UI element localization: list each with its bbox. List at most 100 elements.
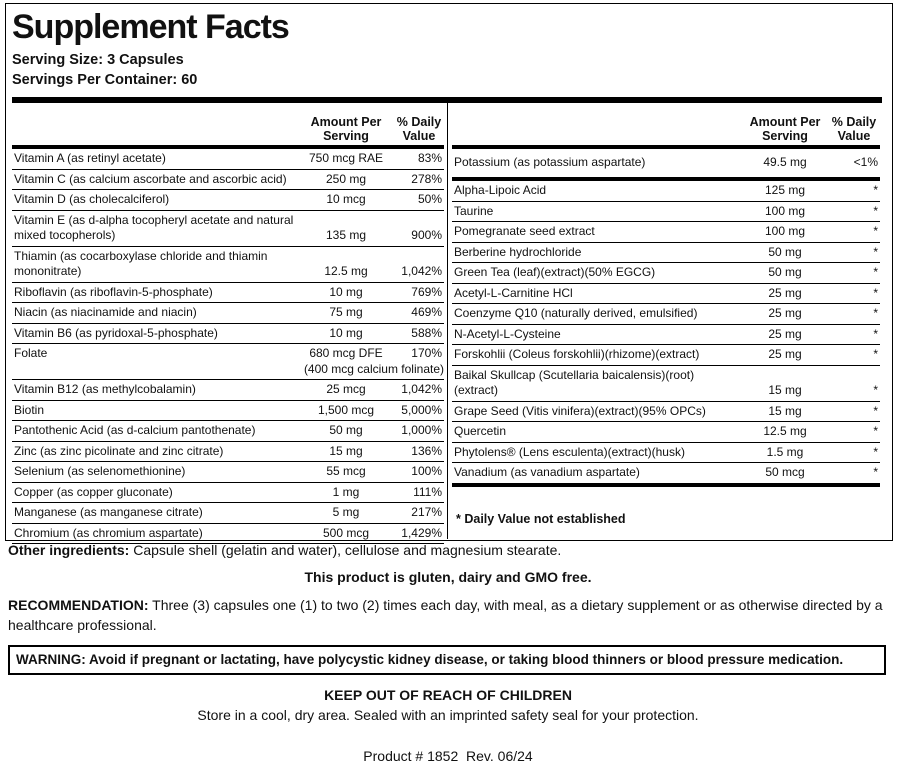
amount: 50 mg [742,262,828,284]
nutrient-name: Pomegranate seed extract [452,221,742,243]
amount-text: 25 mg [768,306,802,320]
text: Capsule shell (gelatin and water), cellu… [133,542,562,558]
daily-value: 83% [394,147,444,170]
daily-value: 469% [394,302,444,324]
amount: 1 mg [298,482,394,503]
daily-value: <1% [828,147,880,181]
amount: 100 mg [742,221,828,243]
amount-text: 12.5 mg [324,264,368,278]
daily-value: * [828,365,880,402]
header-cell: % Daily Value [828,103,880,149]
amount-text: 25 mg [768,285,802,300]
nutrient-name: Manganese (as manganese citrate) [12,502,298,524]
amount-text: 15 mg [768,403,802,418]
row: Baikal Skullcap (Scutellaria baicalensis… [452,365,880,402]
amount-text: 1.5 mg [766,444,804,459]
nutrient-name: Thiamin (as cocarboxylase chloride and t… [12,246,298,283]
nutrient-name: Baikal Skullcap (Scutellaria baicalensis… [452,365,742,402]
nutrient-name: Grape Seed (Vitis vinifera)(extract)(95%… [452,401,742,422]
row: Niacin (as niacinamide and niacin) 75 mg 4… [12,302,444,324]
nutrient-name: N-Acetyl-L-Cysteine [452,324,742,345]
header-cell: % Daily Value [394,103,444,149]
nutrient-name: Vitamin A (as retinyl acetate) [12,147,298,170]
amount-text: 135 mg [325,228,367,242]
daily-value: 588% [394,323,444,344]
amount: 50 mcg [742,462,828,487]
amount-text: 5 mg [332,505,360,519]
row: Vitamin B12 (as methylcobalamin) 25 mcg 1,… [12,379,444,401]
header-cell [452,103,742,149]
row: Phytolens® (Lens esculenta)(extract)(hus… [452,442,880,463]
amount: 75 mg [298,302,394,324]
amount: 125 mg [742,179,828,202]
row: Alpha-Lipoic Acid 125 mg * [452,179,880,202]
recommendation: RECOMMENDATION: Three (3) capsules one (… [8,595,888,635]
daily-value: 900% [394,210,444,247]
amount-text: 125 mg [764,183,806,197]
amount: 25 mg [742,303,828,325]
nutrient-name: Niacin (as niacinamide and niacin) [12,302,298,324]
amount: 250 mg [298,169,394,190]
nutrient-name: Forskohlii (Coleus forskohlii)(rhizome)(… [452,344,742,366]
row: Berberine hydrochloride 50 mg * [452,242,880,263]
amount-text: 12.5 mg [763,424,807,438]
title: Supplement Facts [12,8,290,46]
nutrient-name: Potassium (as potassium aspartate) [452,147,742,181]
amount: 680 mcg DFE (400 mcg calcium folinate) [298,343,444,380]
amount: 10 mg [298,282,394,303]
row: Pomegranate seed extract 100 mg * [452,221,880,243]
row: Vitamin D (as cholecalciferol) 10 mcg 50% [12,189,444,211]
nutrient-name: Berberine hydrochloride [452,242,742,263]
nutrient-name: Quercetin [452,421,742,443]
amount: 15 mg [742,401,828,422]
header-row: Amount Per Serving% Daily Value [12,103,444,149]
row: Pantothenic Acid (as d-calcium pantothen… [12,420,444,442]
storage: Store in a cool, dry area. Sealed with a… [197,707,699,723]
daily-value: 217% [394,502,444,524]
amount: 5 mg [298,502,394,524]
servings-per-container: Servings Per Container: 60 [12,72,198,88]
divider-bar [12,97,882,103]
amount-text: 15 mg [329,443,363,458]
facts-panel [5,3,893,541]
nutrient-name: Alpha-Lipoic Acid [452,179,742,202]
row: Vitamin C (as calcium ascorbate and asco… [12,169,444,190]
amount: 10 mg [298,323,394,344]
nutrient-name: Zinc (as zinc picolinate and zinc citrat… [12,441,298,462]
daily-value: * [828,324,880,345]
amount-text: 55 mcg [326,464,366,478]
amount-text: 49.5 mg [763,155,807,170]
amount: 100 mg [742,201,828,222]
daily-value: * [828,401,880,422]
amount-text: 50 mcg [765,465,805,479]
column-divider [447,103,448,539]
amount-note: (400 mcg calcium folinate) [303,361,444,376]
daily-value: 136% [394,441,444,462]
row: Copper (as copper gluconate) 1 mg 111% [12,482,444,503]
nutrient-name: Vitamin B12 (as methylcobalamin) [12,379,298,401]
amount: 49.5 mg [742,147,828,181]
amount: 25 mg [742,283,828,304]
amount: 10 mcg [298,189,394,211]
row: Vitamin B6 (as pyridoxal-5-phosphate) 10 … [12,323,444,344]
nutrient-name: Green Tea (leaf)(extract)(50% EGCG) [452,262,742,284]
amount-text: 75 mg [329,305,363,319]
nutrient-name: Vitamin D (as cholecalciferol) [12,189,298,211]
daily-value: * [828,262,880,284]
amount: 55 mcg [298,461,394,483]
daily-value: 5,000% [394,400,444,421]
daily-value: 100% [394,461,444,483]
daily-value: * [828,221,880,243]
left-table: Amount Per Serving% Daily Value Vitamin A… [12,103,444,544]
right-table: Amount Per Serving% Daily Value Potassium… [452,103,880,487]
header-cell [12,103,298,149]
nutrient-name: Vitamin C (as calcium ascorbate and asco… [12,169,298,190]
row: Potassium (as potassium aspartate) 49.5 m… [452,147,880,181]
amount-text: 680 mcg DFE [309,346,383,360]
daily-value: 170% [394,343,444,380]
amount-text: 100 mg [764,224,806,238]
amount: 500 mcg [298,523,394,544]
nutrient-name: Vitamin E (as d-alpha tocopheryl acetate… [12,210,298,247]
header-row: Amount Per Serving% Daily Value [452,103,880,149]
